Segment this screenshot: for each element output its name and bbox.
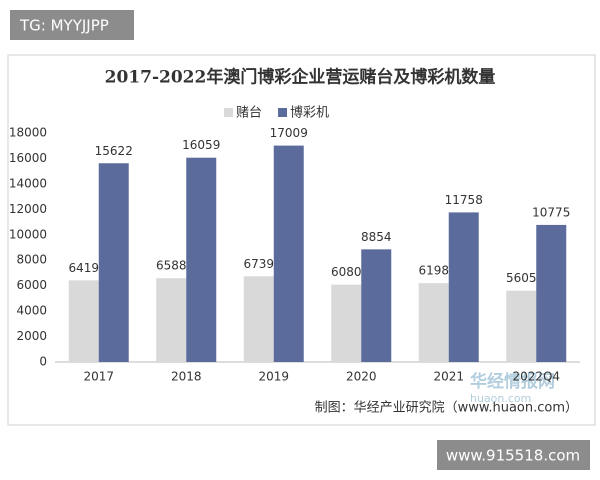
y-tick-label: 4000 bbox=[16, 304, 47, 318]
data-label: 17009 bbox=[270, 126, 308, 140]
bar bbox=[331, 284, 362, 362]
y-tick-label: 2000 bbox=[16, 329, 47, 343]
y-tick-label: 12000 bbox=[9, 202, 47, 216]
bar bbox=[536, 224, 567, 362]
legend-label: 博彩机 bbox=[290, 106, 329, 121]
x-tick-label: 2022Q4 bbox=[512, 370, 560, 384]
data-label: 6080 bbox=[331, 265, 362, 279]
legend-label: 赌台 bbox=[236, 106, 262, 121]
bar bbox=[448, 212, 479, 362]
bar bbox=[273, 145, 304, 362]
watermark: huaon.com bbox=[470, 392, 531, 405]
bar bbox=[186, 157, 217, 362]
chart-title: 2017-2022年澳门博彩企业营运赌台及博彩机数量 bbox=[105, 67, 496, 88]
bar bbox=[506, 290, 537, 362]
y-tick-label: 8000 bbox=[16, 253, 47, 267]
watermark: TG: MYYJJPP bbox=[19, 17, 109, 35]
data-label: 10775 bbox=[532, 205, 570, 219]
bar bbox=[361, 249, 392, 362]
data-label: 6739 bbox=[243, 257, 274, 271]
x-tick-label: 2020 bbox=[346, 370, 377, 384]
y-tick-label: 0 bbox=[39, 355, 47, 369]
y-tick-label: 10000 bbox=[9, 227, 47, 241]
data-label: 6419 bbox=[68, 261, 99, 275]
data-label: 15622 bbox=[95, 144, 133, 158]
x-tick-label: 2017 bbox=[83, 370, 114, 384]
watermark: www.915518.com bbox=[446, 447, 580, 465]
legend-swatch bbox=[224, 108, 233, 117]
bar bbox=[243, 276, 274, 362]
data-label: 6588 bbox=[156, 259, 187, 273]
y-tick-label: 6000 bbox=[16, 278, 47, 292]
bar bbox=[68, 280, 99, 362]
data-label: 11758 bbox=[445, 193, 483, 207]
data-label: 6198 bbox=[418, 264, 449, 278]
y-tick-label: 14000 bbox=[9, 176, 47, 190]
bar bbox=[98, 163, 129, 362]
data-label: 16059 bbox=[182, 138, 220, 152]
data-label: 8854 bbox=[361, 230, 392, 244]
watermark-box bbox=[437, 440, 590, 470]
watermark-box bbox=[10, 10, 134, 40]
data-label: 5605 bbox=[506, 271, 537, 285]
bar bbox=[156, 278, 187, 362]
x-tick-label: 2018 bbox=[171, 370, 202, 384]
y-tick-label: 16000 bbox=[9, 151, 47, 165]
legend-swatch bbox=[278, 108, 288, 117]
bar bbox=[418, 283, 449, 362]
source: 制图：华经产业研究院（www.huaon.com） bbox=[315, 401, 578, 416]
x-tick-label: 2021 bbox=[433, 370, 464, 384]
x-tick-label: 2019 bbox=[258, 370, 289, 384]
y-tick-label: 18000 bbox=[9, 126, 47, 140]
watermark: 华经情报网 bbox=[470, 371, 555, 392]
